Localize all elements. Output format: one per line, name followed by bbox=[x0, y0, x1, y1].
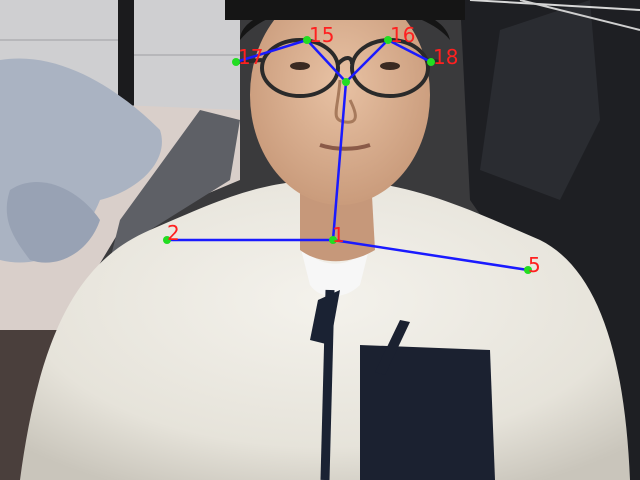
keypoint-2 bbox=[163, 236, 171, 244]
limb-nose-to-right-eye bbox=[306, 39, 347, 83]
keypoint-18 bbox=[427, 58, 435, 66]
chair-back bbox=[480, 0, 600, 200]
right-eye bbox=[380, 62, 400, 70]
pose-joints bbox=[163, 36, 532, 274]
pose-limbs bbox=[167, 38, 529, 272]
pocket-zipper bbox=[375, 320, 410, 375]
chest-pocket bbox=[360, 345, 495, 480]
shirt-collar bbox=[300, 245, 370, 297]
hanger-wire bbox=[519, 0, 640, 31]
hanger-wire bbox=[469, 0, 640, 11]
keypoint-label-15: 15 bbox=[309, 23, 334, 47]
left-eye bbox=[290, 62, 310, 70]
blanket-fold bbox=[6, 181, 100, 263]
keypoint-label-17: 17 bbox=[238, 45, 263, 69]
keypoint-label-18: 18 bbox=[433, 45, 458, 69]
keypoint-5 bbox=[524, 266, 532, 274]
keypoint-nose bbox=[342, 78, 350, 86]
face bbox=[250, 0, 430, 205]
limb-neck-to-nose bbox=[331, 81, 348, 241]
zipper-pull bbox=[310, 290, 340, 345]
keypoint-label-2: 2 bbox=[167, 221, 180, 245]
keypoint-15 bbox=[303, 36, 311, 44]
limb-left-eye-to-left-ear bbox=[387, 38, 432, 64]
keypoint-1 bbox=[329, 236, 337, 244]
keypoint-16 bbox=[384, 36, 392, 44]
limb-right-eye-to-right-ear bbox=[235, 38, 308, 64]
cabinet-gap bbox=[118, 0, 134, 110]
pose-labels: 1 2 5 15 16 17 18 bbox=[167, 23, 541, 277]
keypoint-label-16: 16 bbox=[390, 23, 415, 47]
mouth bbox=[319, 143, 371, 151]
hair-top bbox=[225, 0, 465, 20]
nose bbox=[334, 79, 357, 124]
keypoint-label-1: 1 bbox=[332, 223, 345, 247]
limb-neck-to-left-shoulder bbox=[332, 238, 529, 272]
limb-nose-to-left-eye bbox=[345, 39, 389, 83]
keypoint-17 bbox=[232, 58, 240, 66]
keypoint-label-5: 5 bbox=[528, 253, 541, 277]
